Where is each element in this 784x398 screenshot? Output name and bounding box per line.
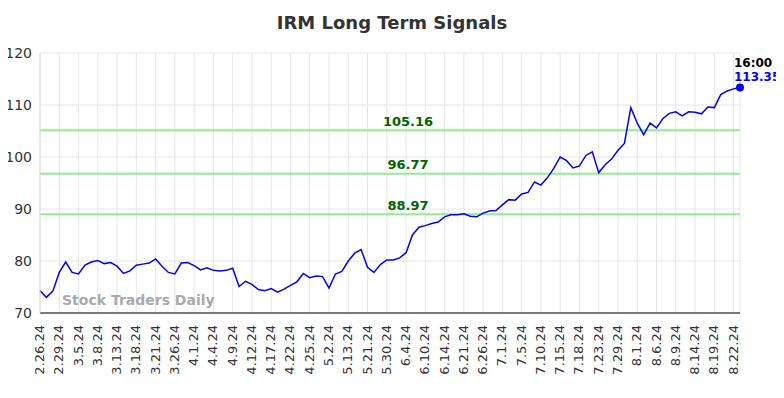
svg-text:105.16: 105.16 (383, 114, 433, 129)
svg-text:90: 90 (14, 201, 32, 217)
svg-text:3.21.24: 3.21.24 (148, 325, 163, 375)
svg-text:7.29.24: 7.29.24 (610, 325, 625, 375)
svg-text:4.22.24: 4.22.24 (282, 325, 297, 375)
svg-text:3.5.24: 3.5.24 (71, 325, 86, 366)
svg-text:2.29.24: 2.29.24 (51, 325, 66, 375)
svg-text:6.4.24: 6.4.24 (398, 325, 413, 366)
svg-text:8.6.24: 8.6.24 (649, 325, 664, 366)
svg-text:8.14.24: 8.14.24 (687, 325, 702, 375)
svg-text:110: 110 (8, 97, 32, 113)
svg-text:80: 80 (14, 253, 32, 269)
svg-text:7.23.24: 7.23.24 (591, 325, 606, 375)
svg-text:100: 100 (8, 149, 32, 165)
svg-text:3.13.24: 3.13.24 (109, 325, 124, 375)
svg-text:4.1.24: 4.1.24 (186, 325, 201, 366)
svg-text:70: 70 (14, 305, 32, 321)
html-text:IRM Long Term Signals: IRM Long Term Signals (276, 12, 508, 33)
svg-text:5.13.24: 5.13.24 (340, 325, 355, 375)
svg-text:8.9.24: 8.9.24 (668, 325, 683, 366)
svg-text:88.97: 88.97 (387, 198, 428, 213)
svg-text:4.17.24: 4.17.24 (263, 325, 278, 375)
svg-text:8.22.24: 8.22.24 (726, 325, 741, 375)
svg-text:8.1.24: 8.1.24 (629, 325, 644, 366)
svg-text:7.18.24: 7.18.24 (571, 325, 586, 375)
svg-text:120: 120 (8, 45, 32, 61)
svg-text:4.25.24: 4.25.24 (302, 325, 317, 375)
svg-text:3.26.24: 3.26.24 (167, 325, 182, 375)
svg-text:3.8.24: 3.8.24 (90, 325, 105, 366)
html-text:Stock Traders Daily: Stock Traders Daily (62, 292, 215, 308)
svg-text:4.12.24: 4.12.24 (244, 325, 259, 375)
svg-text:5.2.24: 5.2.24 (321, 325, 336, 366)
svg-text:113.35: 113.35 (734, 70, 776, 84)
svg-text:5.30.24: 5.30.24 (379, 325, 394, 375)
svg-text:6.26.24: 6.26.24 (475, 325, 490, 375)
svg-text:7.5.24: 7.5.24 (514, 325, 529, 366)
svg-text:4.9.24: 4.9.24 (225, 325, 240, 366)
svg-text:96.77: 96.77 (387, 157, 428, 172)
svg-text:6.21.24: 6.21.24 (456, 325, 471, 375)
svg-text:4.4.24: 4.4.24 (205, 325, 220, 366)
svg-text:6.14.24: 6.14.24 (437, 325, 452, 375)
svg-text:2.26.24: 2.26.24 (32, 325, 47, 375)
svg-text:5.21.24: 5.21.24 (360, 325, 375, 375)
svg-text:8.19.24: 8.19.24 (706, 325, 721, 375)
svg-text:7.15.24: 7.15.24 (552, 325, 567, 375)
svg-text:6.10.24: 6.10.24 (417, 325, 432, 375)
svg-text:7.1.24: 7.1.24 (494, 325, 509, 366)
svg-text:3.18.24: 3.18.24 (128, 325, 143, 375)
svg-text:7.10.24: 7.10.24 (533, 325, 548, 375)
svg-text:16:00: 16:00 (734, 56, 772, 70)
